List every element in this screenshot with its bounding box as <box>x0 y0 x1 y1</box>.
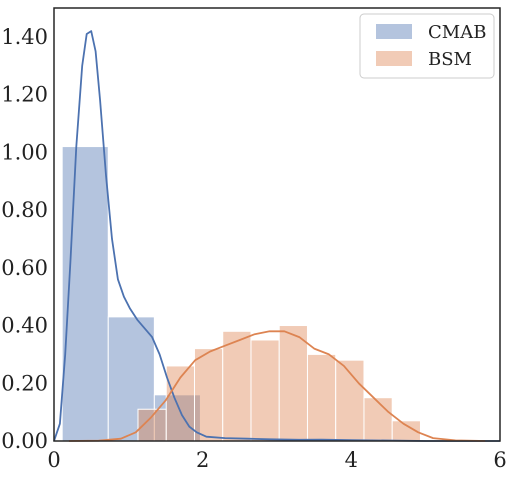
histogram-bars-layer <box>61 146 421 442</box>
histogram-bar-bsm-8 <box>363 397 393 442</box>
y-axis: 0.00 0.20 0.40 0.60 0.80 1.00 1.20 1.40 <box>1 25 48 453</box>
y-tick-label: 1.40 <box>1 25 48 49</box>
histogram-bar-bsm-6 <box>306 353 337 442</box>
histogram-bar-cmab-1 <box>107 316 155 442</box>
y-tick-label: 0.60 <box>1 256 48 280</box>
y-tick-label: 0.00 <box>1 429 48 453</box>
legend-label-cmab: CMAB <box>428 22 486 43</box>
y-tick-label: 0.80 <box>1 198 48 222</box>
y-tick-label: 1.20 <box>1 83 48 107</box>
x-tick-label: 4 <box>345 448 358 472</box>
plot-frame <box>53 7 501 442</box>
legend: CMAB BSM <box>359 13 495 79</box>
legend-label-bsm: BSM <box>428 49 472 70</box>
legend-swatch-cmab <box>376 24 412 39</box>
y-tick-label: 1.00 <box>1 140 48 164</box>
x-tick-label: 6 <box>493 448 506 472</box>
legend-box <box>359 13 495 79</box>
x-tick-label: 0 <box>47 448 60 472</box>
kde-curves-layer <box>53 30 500 442</box>
histogram-bar-bsm-3 <box>222 330 252 442</box>
kde-line-cmab <box>53 30 500 442</box>
histogram-bar-cmab-0 <box>61 146 109 442</box>
x-axis: 0 2 4 6 <box>47 448 506 472</box>
y-tick-label: 0.20 <box>1 371 48 395</box>
histogram-bar-bsm-2 <box>193 348 224 442</box>
y-tick-label: 0.40 <box>1 314 48 338</box>
histogram-bar-bsm-5 <box>278 325 308 442</box>
legend-swatch-bsm <box>376 51 412 66</box>
histogram-bar-bsm-4 <box>250 339 280 442</box>
x-tick-label: 2 <box>196 448 209 472</box>
kde-line-bsm <box>68 330 486 442</box>
